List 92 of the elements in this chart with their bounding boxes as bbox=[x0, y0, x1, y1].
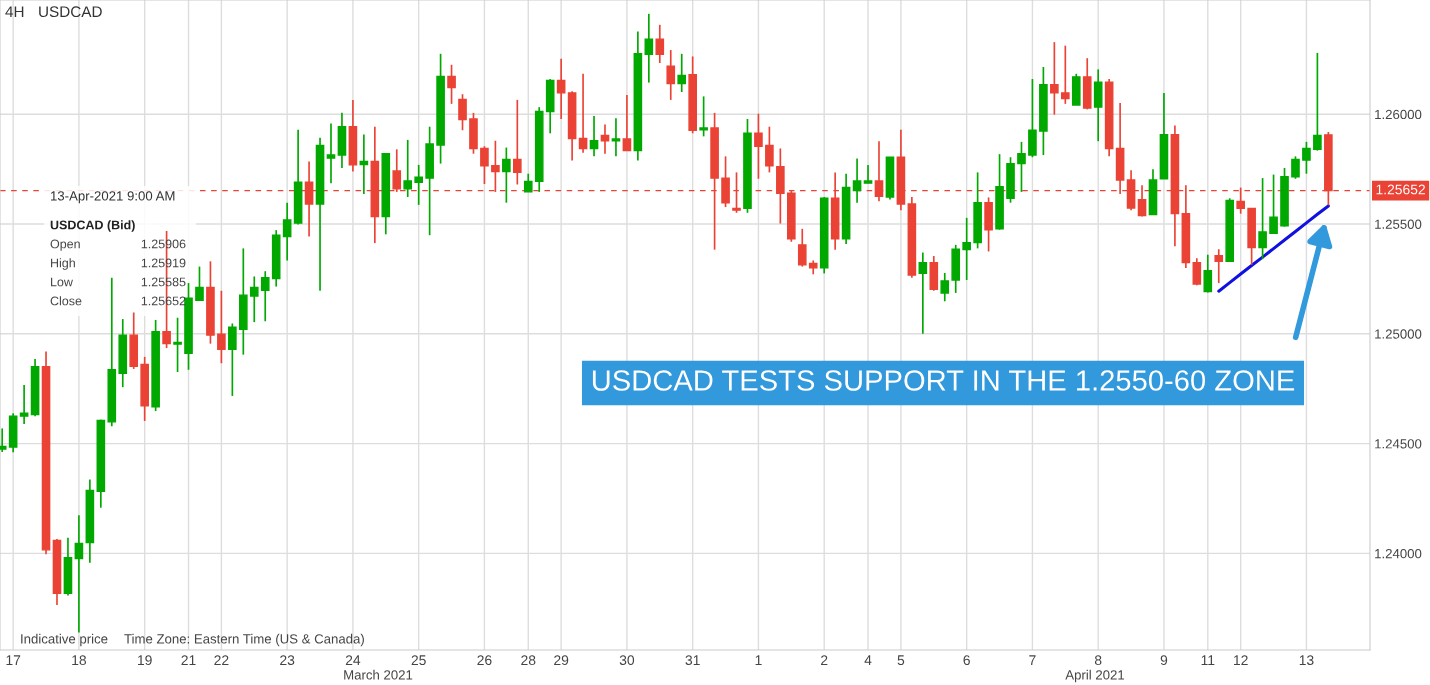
x-tick-label: 29 bbox=[554, 655, 569, 666]
candlestick bbox=[556, 57, 566, 120]
candlestick bbox=[282, 201, 292, 262]
x-tick-label: 18 bbox=[72, 655, 87, 666]
candlestick bbox=[1313, 52, 1322, 152]
candlestick bbox=[502, 146, 511, 204]
candlestick bbox=[962, 217, 971, 281]
candlestick bbox=[1017, 141, 1026, 193]
candlestick bbox=[1302, 141, 1311, 175]
y-tick-label: 1.25500 bbox=[1375, 219, 1422, 229]
chart-title: 4H bbox=[5, 6, 24, 17]
annotation: 13-Apr-2021 9:00 AM bbox=[51, 191, 175, 204]
candlestick bbox=[918, 251, 928, 335]
candlestick bbox=[260, 270, 270, 323]
candlestick bbox=[666, 49, 676, 101]
candlestick bbox=[1269, 173, 1278, 235]
candlestick bbox=[874, 140, 884, 203]
y-tick-label: 1.24500 bbox=[1375, 439, 1422, 449]
x-tick-label: 5 bbox=[897, 655, 905, 666]
y-tick-label: 1.25000 bbox=[1375, 329, 1422, 339]
candlestick bbox=[513, 99, 522, 186]
annotation: Close bbox=[50, 296, 82, 306]
x-tick-label: 17 bbox=[6, 655, 21, 665]
y-tick-label: 1.26000 bbox=[1375, 109, 1422, 120]
candlestick bbox=[458, 93, 467, 132]
candlestick bbox=[403, 139, 413, 198]
candlestick bbox=[249, 275, 259, 323]
annotation: Low bbox=[51, 277, 73, 287]
candlestick bbox=[173, 316, 182, 373]
x-tick-label: 12 bbox=[1234, 655, 1248, 665]
candlestick bbox=[940, 272, 950, 303]
x-tick-label: 4 bbox=[864, 655, 872, 665]
candlestick bbox=[1061, 44, 1070, 105]
candlestick bbox=[578, 72, 588, 154]
text: April 2021 bbox=[1065, 669, 1125, 683]
candlestick bbox=[644, 12, 654, 84]
x-tick-label: 30 bbox=[619, 655, 635, 666]
text: March 2021 bbox=[344, 669, 413, 680]
annotation: USDCAD (Bid) bbox=[50, 220, 135, 232]
candlestick bbox=[589, 115, 599, 158]
candlestick bbox=[699, 95, 708, 138]
line-series bbox=[1217, 204, 1330, 293]
x-tick-label: 23 bbox=[280, 655, 295, 666]
x-tick-label: 6 bbox=[963, 655, 970, 666]
x-tick-label: 22 bbox=[214, 655, 229, 665]
candlestick bbox=[677, 52, 687, 93]
chart-subtitle: USDCAD bbox=[39, 6, 102, 18]
candlestick bbox=[797, 227, 807, 268]
candlestick bbox=[326, 122, 336, 184]
y-tick-label: 1.24000 bbox=[1375, 548, 1422, 559]
candlestick bbox=[74, 514, 84, 634]
annotation: High bbox=[51, 258, 75, 270]
annotation: Indicative price bbox=[21, 633, 108, 647]
candlestick bbox=[523, 172, 533, 193]
x-tick-label: 9 bbox=[1160, 655, 1168, 666]
candlestick bbox=[622, 94, 632, 152]
x-tick-label: 7 bbox=[1029, 655, 1036, 665]
candlestick bbox=[765, 125, 774, 174]
candlestick bbox=[1291, 155, 1300, 180]
candlestick bbox=[655, 23, 665, 64]
x-tick-label: 21 bbox=[181, 655, 196, 665]
x-tick-label: 8 bbox=[1094, 655, 1102, 666]
candlestick bbox=[195, 265, 204, 302]
candlestick bbox=[852, 157, 862, 204]
x-tick-label: 24 bbox=[345, 655, 361, 665]
x-tick-label: 13 bbox=[1299, 655, 1314, 666]
annotation: Open bbox=[50, 239, 80, 251]
candlestick bbox=[217, 289, 226, 365]
candlestick bbox=[1192, 257, 1202, 287]
candlestick bbox=[1258, 177, 1267, 260]
x-tick-label: 26 bbox=[477, 655, 492, 666]
x-tick-label: 11 bbox=[1201, 655, 1215, 665]
candlestick bbox=[447, 63, 456, 105]
candlestick bbox=[1214, 248, 1224, 284]
x-tick-label: 1 bbox=[755, 655, 762, 665]
x-tick-label: 19 bbox=[138, 655, 152, 666]
candlestick bbox=[611, 117, 621, 158]
x-tick-label: 28 bbox=[521, 655, 536, 666]
candlestick bbox=[228, 322, 237, 397]
x-tick-label: 31 bbox=[685, 655, 700, 666]
annotation: Time Zone: Eastern Time (US & Canada) bbox=[124, 633, 364, 647]
annotation: USDCAD TESTS SUPPORT IN THE 1.2550-60 ZONE bbox=[592, 370, 1295, 391]
candlestick bbox=[863, 164, 873, 184]
candlestick bbox=[1203, 253, 1213, 294]
candlestick bbox=[414, 164, 423, 206]
candlestick bbox=[754, 112, 763, 180]
x-tick-label: 2 bbox=[821, 655, 828, 665]
candlestick bbox=[1050, 41, 1059, 116]
candlestick bbox=[480, 145, 489, 185]
x-tick-label: 25 bbox=[411, 655, 426, 666]
ref-line-label: 1.25652 bbox=[1376, 184, 1425, 195]
candlestick bbox=[19, 384, 29, 425]
